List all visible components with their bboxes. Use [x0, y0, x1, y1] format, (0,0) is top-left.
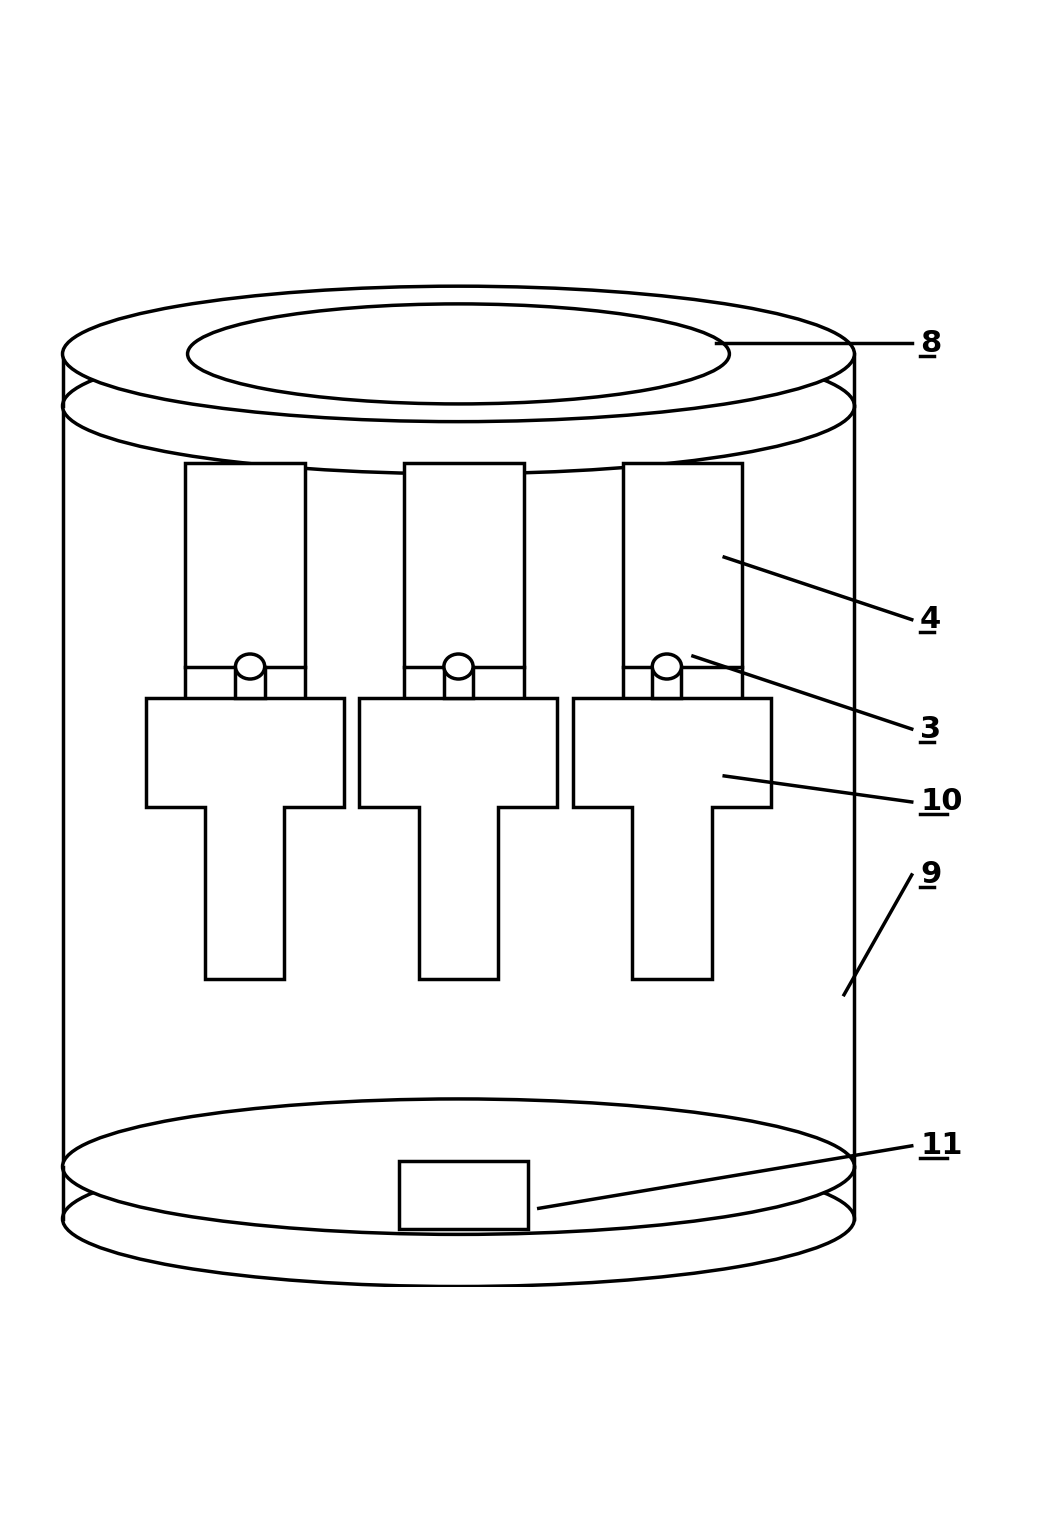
Text: 4: 4: [920, 605, 941, 634]
Text: 8: 8: [920, 329, 941, 358]
Ellipse shape: [188, 303, 729, 404]
Ellipse shape: [63, 1099, 854, 1234]
Polygon shape: [399, 1162, 528, 1229]
Ellipse shape: [63, 338, 854, 473]
Polygon shape: [444, 666, 473, 698]
Polygon shape: [63, 406, 854, 1167]
Polygon shape: [404, 464, 523, 666]
Text: 10: 10: [920, 787, 963, 816]
Polygon shape: [235, 666, 265, 698]
Ellipse shape: [63, 286, 854, 421]
Text: 9: 9: [920, 860, 942, 890]
Polygon shape: [623, 464, 742, 666]
Polygon shape: [185, 464, 305, 666]
Polygon shape: [63, 1167, 854, 1219]
Polygon shape: [359, 698, 557, 980]
Polygon shape: [652, 666, 681, 698]
Polygon shape: [573, 698, 771, 980]
Ellipse shape: [444, 654, 473, 680]
Ellipse shape: [235, 654, 265, 680]
Text: 11: 11: [920, 1131, 963, 1160]
Polygon shape: [146, 698, 344, 980]
Ellipse shape: [652, 654, 681, 680]
Ellipse shape: [63, 1151, 854, 1286]
Text: 3: 3: [920, 715, 941, 744]
